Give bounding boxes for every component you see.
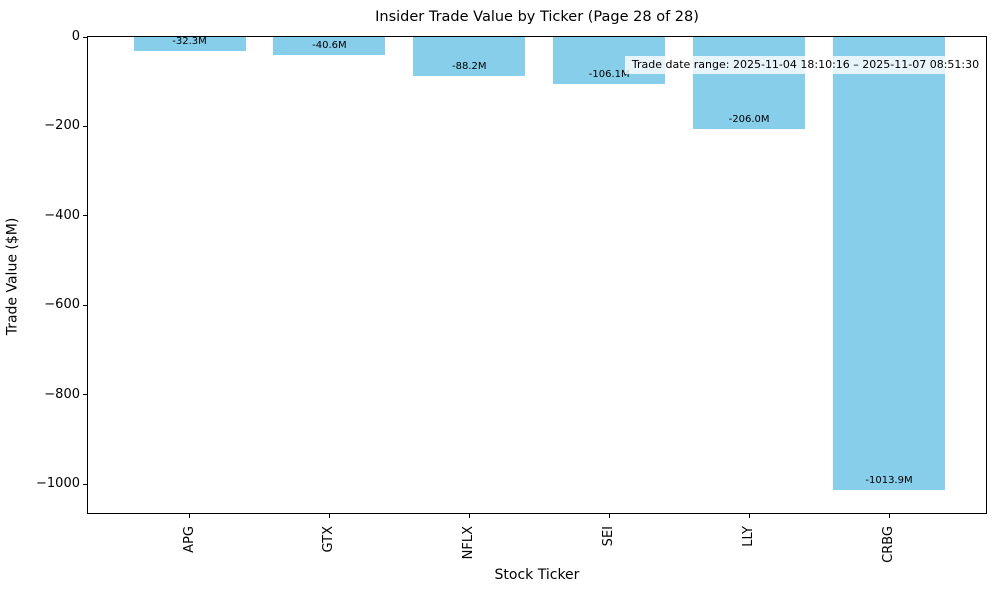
y-axis-tick-mark xyxy=(83,304,87,306)
x-axis-tick-label-sei: SEI xyxy=(601,521,622,546)
bar-value-label-crbg: -1013.9M xyxy=(865,475,913,487)
x-axis-tick-label-crbg: CRBG xyxy=(881,521,919,563)
x-axis-tick-label-gtx: GTX xyxy=(321,521,348,552)
x-axis-tick-label-nflx: NFLX xyxy=(461,521,495,559)
x-axis-tick-label-text: NFLX xyxy=(461,526,477,560)
x-axis-tick-mark xyxy=(468,514,470,518)
bar-nflx xyxy=(413,37,526,77)
x-axis-tick-mark xyxy=(888,514,890,518)
bar-value-label-apg: -32.3M xyxy=(172,36,207,48)
bar-lly xyxy=(693,37,806,130)
bar-apg xyxy=(133,37,246,52)
chart-title: Insider Trade Value by Ticker (Page 28 o… xyxy=(375,9,699,25)
x-axis-tick-mark xyxy=(328,514,330,518)
y-axis-tick-label: −1000 xyxy=(36,476,80,492)
x-axis-tick-mark xyxy=(189,514,190,518)
bar-value-label-sei: -106.1M xyxy=(588,69,630,81)
x-axis-tick-mark xyxy=(748,514,750,518)
bar-value-label-nflx: -88.2M xyxy=(452,61,487,73)
x-axis-tick-label-lly: LLY xyxy=(741,521,763,547)
x-axis-label: Stock Ticker xyxy=(494,567,580,583)
y-axis-label: Trade Value ($M) xyxy=(4,217,21,336)
x-axis-tick-label-apg: APG xyxy=(182,521,210,553)
bar-value-label-gtx: -40.6M xyxy=(312,40,347,52)
y-axis-tick-mark xyxy=(83,125,87,127)
y-axis-tick-label: 0 xyxy=(71,29,80,44)
x-axis-tick-mark xyxy=(608,514,610,518)
bar-crbg xyxy=(833,37,945,491)
bar-gtx xyxy=(273,37,386,56)
x-axis-tick-label-text: GTX xyxy=(321,526,337,553)
x-axis-tick-label-text: CRBG xyxy=(881,526,896,563)
x-axis-tick-label-text: APG xyxy=(181,526,197,553)
trade-date-range-annotation: Trade date range: 2025-11-04 18:10:16 – … xyxy=(625,56,986,74)
bar-value-label-lly: -206.0M xyxy=(728,114,770,126)
x-axis-tick-label-text: LLY xyxy=(741,526,757,547)
y-axis-tick-mark xyxy=(83,215,87,217)
y-axis-tick-mark xyxy=(83,36,87,38)
y-axis-tick-label: −600 xyxy=(44,297,80,313)
y-axis-tick-label: −400 xyxy=(44,207,80,223)
y-axis-tick-label: −200 xyxy=(44,118,80,134)
y-axis-tick-label: −800 xyxy=(44,386,80,402)
x-axis-tick-label-text: SEI xyxy=(601,526,617,547)
y-axis-tick-mark xyxy=(83,483,87,485)
y-axis-tick-mark xyxy=(83,394,87,396)
